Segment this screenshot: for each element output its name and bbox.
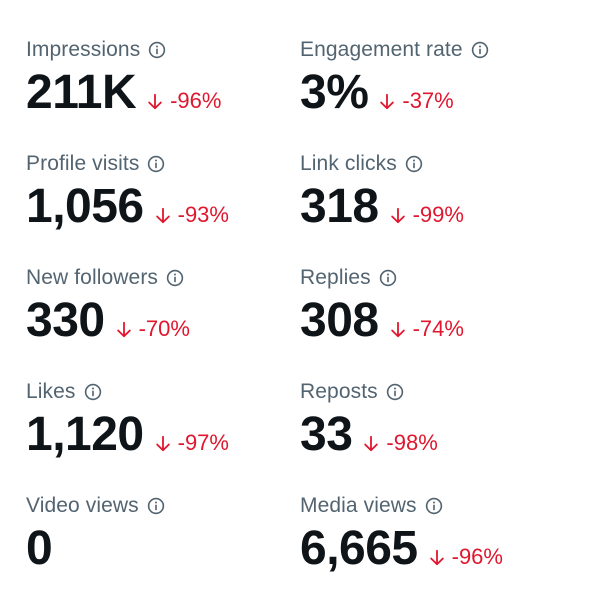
metric-value-row: 3% -37%: [300, 66, 586, 120]
metric-value-row: 330 -70%: [26, 294, 300, 348]
metric-value-row: 33 -98%: [300, 408, 586, 462]
metric-label: Engagement rate: [300, 38, 463, 61]
metric-value-row: 318 -99%: [300, 180, 586, 234]
metric-engagement-rate: Engagement rate 3% -37%: [300, 36, 586, 150]
info-circle-icon[interactable]: [425, 497, 443, 515]
metric-label-row: Video views: [26, 492, 300, 520]
metric-label: Link clicks: [300, 152, 397, 175]
metric-label: Reposts: [300, 380, 378, 403]
metric-value: 0: [26, 522, 53, 575]
metric-change-value: -37%: [402, 88, 454, 113]
metric-label: Impressions: [26, 38, 141, 61]
metric-video-views: Video views 0: [26, 492, 300, 606]
metric-value-row: 6,665 -96%: [300, 522, 586, 576]
metric-value: 330: [26, 294, 105, 347]
arrow-down-icon: [154, 435, 172, 453]
metric-change: -93%: [154, 202, 229, 228]
metric-change-value: -98%: [386, 430, 438, 455]
metric-change: -98%: [362, 430, 438, 456]
metric-label-row: Engagement rate: [300, 36, 586, 64]
metric-change: -96%: [428, 544, 503, 570]
metrics-grid: Impressions 211K -96% Engagement rate 3%: [26, 36, 586, 606]
info-circle-icon[interactable]: [386, 383, 404, 401]
metric-label-row: Profile visits: [26, 150, 300, 178]
info-circle-icon[interactable]: [148, 41, 166, 59]
metric-label: Media views: [300, 494, 417, 517]
info-circle-icon[interactable]: [471, 41, 489, 59]
metric-value: 308: [300, 294, 379, 347]
arrow-down-icon: [389, 321, 407, 339]
metric-change-value: -93%: [177, 202, 229, 227]
info-circle-icon[interactable]: [147, 155, 165, 173]
metric-label: Likes: [26, 380, 76, 403]
arrow-down-icon: [428, 549, 446, 567]
metric-value: 211K: [26, 66, 137, 119]
metric-change-value: -99%: [412, 202, 464, 227]
metric-change-value: -70%: [138, 316, 190, 341]
metric-change-value: -96%: [170, 88, 222, 113]
metric-new-followers: New followers 330 -70%: [26, 264, 300, 378]
metric-media-views: Media views 6,665 -96%: [300, 492, 586, 606]
metric-label-row: Media views: [300, 492, 586, 520]
arrow-down-icon: [146, 93, 164, 111]
arrow-down-icon: [362, 435, 380, 453]
metric-value-row: 211K -96%: [26, 66, 300, 120]
metric-label: Replies: [300, 266, 371, 289]
metric-label-row: Impressions: [26, 36, 300, 64]
metric-value-row: 308 -74%: [300, 294, 586, 348]
metric-value-row: 1,056 -93%: [26, 180, 300, 234]
info-circle-icon[interactable]: [147, 497, 165, 515]
metric-impressions: Impressions 211K -96%: [26, 36, 300, 150]
metric-reposts: Reposts 33 -98%: [300, 378, 586, 492]
metric-label-row: Replies: [300, 264, 586, 292]
metric-label: Profile visits: [26, 152, 140, 175]
arrow-down-icon: [154, 207, 172, 225]
metric-label-row: New followers: [26, 264, 300, 292]
metric-value: 1,056: [26, 180, 144, 233]
metric-value: 1,120: [26, 408, 144, 461]
metric-change: -97%: [154, 430, 229, 456]
metric-value: 33: [300, 408, 353, 461]
metric-change-value: -97%: [177, 430, 229, 455]
metric-label-row: Reposts: [300, 378, 586, 406]
metric-value: 6,665: [300, 522, 418, 575]
arrow-down-icon: [389, 207, 407, 225]
metric-change: -74%: [389, 316, 464, 342]
arrow-down-icon: [115, 321, 133, 339]
metric-change-value: -96%: [451, 544, 503, 569]
info-circle-icon[interactable]: [379, 269, 397, 287]
metric-label-row: Likes: [26, 378, 300, 406]
arrow-down-icon: [378, 93, 396, 111]
metric-change: -96%: [146, 88, 221, 114]
metric-link-clicks: Link clicks 318 -99%: [300, 150, 586, 264]
metric-change: -37%: [378, 88, 454, 114]
info-circle-icon[interactable]: [405, 155, 423, 173]
metric-change-value: -74%: [412, 316, 464, 341]
metric-value: 3%: [300, 66, 369, 119]
info-circle-icon[interactable]: [166, 269, 184, 287]
metric-value-row: 1,120 -97%: [26, 408, 300, 462]
metric-label: New followers: [26, 266, 159, 289]
metric-likes: Likes 1,120 -97%: [26, 378, 300, 492]
metric-value-row: 0: [26, 522, 300, 576]
metric-replies: Replies 308 -74%: [300, 264, 586, 378]
info-circle-icon[interactable]: [84, 383, 102, 401]
metric-profile-visits: Profile visits 1,056 -93%: [26, 150, 300, 264]
metric-label: Video views: [26, 494, 139, 517]
metric-change: -99%: [389, 202, 464, 228]
metric-change: -70%: [115, 316, 190, 342]
metric-label-row: Link clicks: [300, 150, 586, 178]
metric-value: 318: [300, 180, 379, 233]
